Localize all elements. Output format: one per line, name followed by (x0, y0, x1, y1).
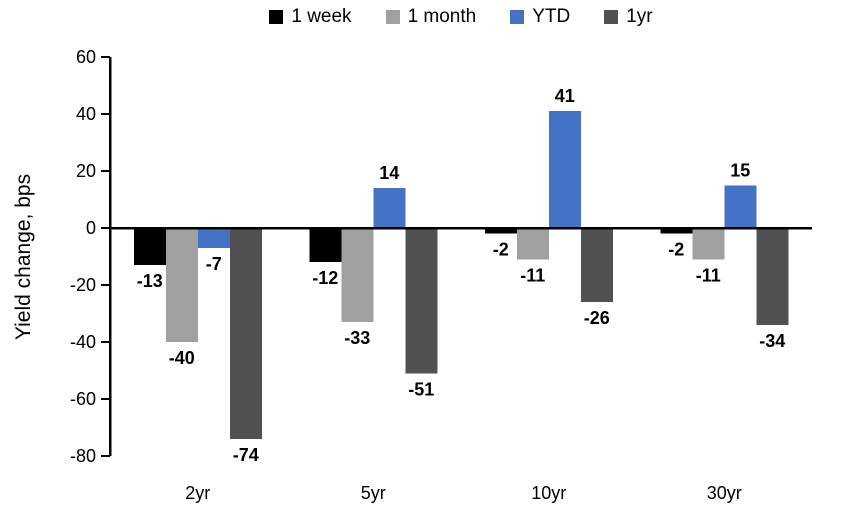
bar-1-week-30yr (660, 228, 693, 234)
y-axis-tick-label: 20 (76, 161, 96, 181)
bar-YTD-5yr (373, 188, 406, 228)
bar-value-label: -74 (233, 445, 259, 465)
bar-1yr-10yr (580, 228, 613, 303)
y-axis-tick-label: 60 (76, 47, 96, 67)
bar-value-label: -7 (206, 254, 222, 274)
legend-item-1-month: 1 month (385, 6, 477, 28)
bar-value-label: -13 (137, 271, 163, 291)
bar-1-month-30yr (692, 228, 725, 260)
bar-value-label: -2 (493, 240, 509, 260)
legend-item-1-week: 1 week (269, 6, 352, 28)
bar-value-label: 41 (555, 86, 575, 106)
bar-value-label: -11 (520, 265, 545, 285)
legend-swatch-icon (510, 10, 525, 24)
x-axis-category-label: 2yr (185, 483, 210, 503)
y-axis-tick-label: 0 (86, 218, 96, 238)
bar-value-label: -11 (696, 265, 721, 285)
legend-label: 1yr (626, 6, 653, 27)
y-axis-tick-label: 40 (76, 104, 96, 124)
x-axis-category-label: 10yr (531, 483, 566, 503)
bar-value-label: -51 (408, 379, 434, 399)
legend-item-1yr: 1yr (604, 6, 653, 28)
bar-1-month-5yr (341, 228, 374, 323)
legend-label: YTD (532, 6, 571, 27)
bar-YTD-10yr (548, 111, 581, 228)
chart-legend: 1 week 1 month YTD 1yr (110, 6, 812, 28)
bar-1-week-5yr (309, 228, 342, 263)
bar-value-label: -40 (169, 348, 195, 368)
legend-swatch-icon (385, 10, 400, 24)
legend-swatch-icon (269, 10, 284, 24)
legend-swatch-icon (604, 10, 619, 24)
legend-item-YTD: YTD (510, 6, 570, 28)
bar-value-label: -34 (759, 331, 785, 351)
x-axis-category-label: 30yr (707, 483, 742, 503)
bar-1yr-2yr (229, 228, 262, 439)
y-axis-tick-label: -20 (70, 275, 96, 295)
bar-1yr-5yr (405, 228, 438, 374)
bar-1-month-2yr (165, 228, 198, 342)
y-axis-tick-label: -40 (70, 332, 96, 352)
legend-label: 1 week (291, 6, 352, 27)
bar-YTD-30yr (724, 185, 757, 228)
y-axis-tick-label: -60 (70, 389, 96, 409)
bar-value-label: -2 (668, 240, 684, 260)
bar-value-label: 15 (730, 160, 750, 180)
y-axis-tick-label: -80 (70, 446, 96, 466)
bar-YTD-2yr (197, 228, 230, 248)
bar-1-week-2yr (133, 228, 166, 266)
bar-value-label: -33 (344, 328, 370, 348)
bar-value-label: 14 (379, 163, 399, 183)
bar-1yr-30yr (756, 228, 789, 325)
x-axis-category-label: 5yr (361, 483, 386, 503)
legend-label: 1 month (407, 6, 477, 27)
bar-1-week-10yr (484, 228, 517, 234)
y-axis-title: Yield change, bps (12, 174, 35, 340)
bar-1-month-10yr (516, 228, 549, 260)
bar-value-label: -12 (312, 268, 338, 288)
bar-value-label: -26 (584, 308, 610, 328)
